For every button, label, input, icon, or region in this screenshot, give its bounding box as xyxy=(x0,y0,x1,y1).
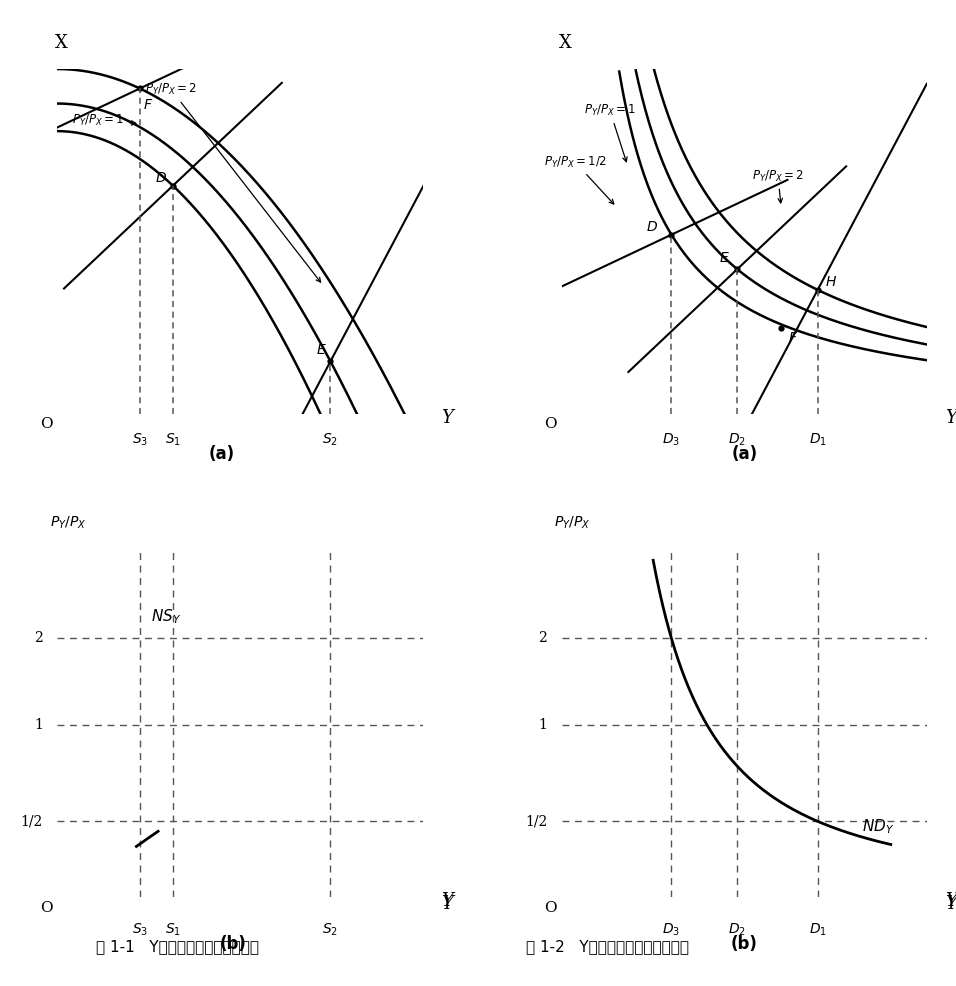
Text: $P_Y/P_X=2$: $P_Y/P_X=2$ xyxy=(145,82,320,282)
Text: 1: 1 xyxy=(538,718,547,732)
Text: 1: 1 xyxy=(33,718,43,732)
Text: (a): (a) xyxy=(208,445,235,463)
Text: $S_3$: $S_3$ xyxy=(132,431,148,448)
Text: $E$: $E$ xyxy=(315,343,327,358)
Text: X: X xyxy=(54,34,68,51)
Text: $S_2$: $S_2$ xyxy=(322,921,338,938)
Text: O: O xyxy=(40,900,53,915)
Text: $S_2$: $S_2$ xyxy=(322,431,338,448)
Text: $P_Y/P_X=1/2$: $P_Y/P_X=1/2$ xyxy=(0,985,1,986)
Text: O: O xyxy=(545,900,557,915)
Text: $D_3$: $D_3$ xyxy=(663,921,681,938)
Text: $E$: $E$ xyxy=(719,251,729,265)
Text: $P_Y/P_X=1$: $P_Y/P_X=1$ xyxy=(72,113,136,128)
Text: (a): (a) xyxy=(731,445,757,463)
Text: $D_2$: $D_2$ xyxy=(728,431,747,448)
Text: $D$: $D$ xyxy=(155,172,166,185)
Text: $D_1$: $D_1$ xyxy=(809,431,827,448)
Text: $F$: $F$ xyxy=(143,99,154,112)
Text: Y: Y xyxy=(945,408,956,427)
Text: Y: Y xyxy=(945,895,956,913)
Text: 2: 2 xyxy=(538,631,547,646)
Text: 2: 2 xyxy=(34,631,43,646)
Text: $F$: $F$ xyxy=(789,330,798,345)
Text: Y: Y xyxy=(441,891,453,910)
Text: $D$: $D$ xyxy=(646,220,658,235)
Text: Y: Y xyxy=(945,891,956,910)
Text: $D_1$: $D_1$ xyxy=(809,921,827,938)
Text: $D_2$: $D_2$ xyxy=(728,921,747,938)
Text: 1/2: 1/2 xyxy=(525,814,547,828)
Text: $D_3$: $D_3$ xyxy=(663,431,681,448)
Text: Y: Y xyxy=(441,408,453,427)
Text: $P_Y/P_X=2$: $P_Y/P_X=2$ xyxy=(751,169,804,203)
Text: Y: Y xyxy=(441,895,453,913)
Text: $H$: $H$ xyxy=(825,275,837,290)
Text: 图 1-2   Y商品国民需求曲线的推导: 图 1-2 Y商品国民需求曲线的推导 xyxy=(526,940,689,954)
Text: (b): (b) xyxy=(731,935,758,953)
Text: (b): (b) xyxy=(219,935,247,953)
Text: 图 1-1   Y商品国民供给曲线的推导: 图 1-1 Y商品国民供给曲线的推导 xyxy=(96,940,259,954)
Text: $P_Y/P_X$: $P_Y/P_X$ xyxy=(554,515,591,531)
Text: $S_1$: $S_1$ xyxy=(164,921,181,938)
Text: O: O xyxy=(40,417,53,432)
Text: 1/2: 1/2 xyxy=(20,814,43,828)
Text: X: X xyxy=(559,34,572,51)
Text: $P_Y/P_X=1$: $P_Y/P_X=1$ xyxy=(584,103,636,162)
Text: $P_Y/P_X$: $P_Y/P_X$ xyxy=(50,515,87,531)
Text: $ND_Y$: $ND_Y$ xyxy=(861,817,894,836)
Text: $NS_Y$: $NS_Y$ xyxy=(151,607,181,626)
Text: $S_1$: $S_1$ xyxy=(164,431,181,448)
Text: O: O xyxy=(545,417,557,432)
Text: $P_Y/P_X=1/2$: $P_Y/P_X=1/2$ xyxy=(544,155,614,204)
Text: $S_3$: $S_3$ xyxy=(132,921,148,938)
